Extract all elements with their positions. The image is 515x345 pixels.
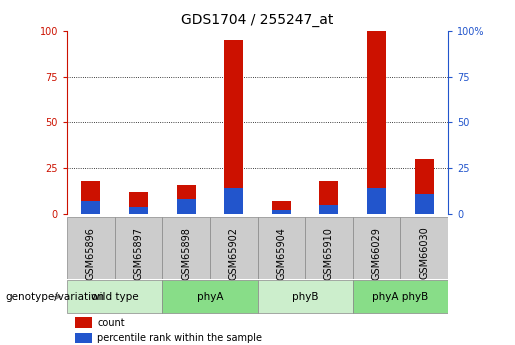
Bar: [67, 217, 115, 279]
Bar: [353, 217, 401, 279]
Bar: [177, 199, 196, 214]
Text: GSM66029: GSM66029: [372, 227, 382, 279]
Text: phyA: phyA: [197, 292, 223, 302]
Bar: [353, 280, 448, 313]
Bar: [114, 217, 162, 279]
Bar: [224, 188, 243, 214]
Bar: [129, 207, 148, 214]
Text: count: count: [97, 318, 125, 328]
Text: phyB: phyB: [292, 292, 318, 302]
Text: GSM65904: GSM65904: [277, 227, 286, 279]
Bar: [224, 40, 243, 214]
Bar: [415, 159, 434, 214]
Bar: [258, 217, 305, 279]
Title: GDS1704 / 255247_at: GDS1704 / 255247_at: [181, 13, 334, 27]
Bar: [367, 31, 386, 214]
Text: GSM65898: GSM65898: [181, 227, 191, 279]
Text: percentile rank within the sample: percentile rank within the sample: [97, 333, 263, 343]
Bar: [258, 280, 353, 313]
Bar: [67, 280, 162, 313]
Text: phyA phyB: phyA phyB: [372, 292, 428, 302]
Bar: [129, 192, 148, 214]
Bar: [162, 280, 258, 313]
Bar: [305, 217, 353, 279]
Bar: [272, 210, 291, 214]
Bar: [415, 194, 434, 214]
Bar: [319, 181, 338, 214]
Text: GSM66030: GSM66030: [419, 227, 429, 279]
Bar: [401, 217, 448, 279]
Bar: [81, 201, 100, 214]
Bar: [210, 217, 258, 279]
Bar: [367, 188, 386, 214]
Text: GSM65897: GSM65897: [133, 227, 143, 280]
Text: GSM65902: GSM65902: [229, 227, 238, 280]
Bar: [177, 185, 196, 214]
Bar: [75, 317, 92, 328]
Bar: [272, 201, 291, 214]
Text: genotype/variation: genotype/variation: [5, 292, 104, 302]
Bar: [319, 205, 338, 214]
Text: GSM65910: GSM65910: [324, 227, 334, 279]
Text: GSM65896: GSM65896: [86, 227, 96, 279]
Bar: [75, 333, 92, 344]
Bar: [162, 217, 210, 279]
Text: wild type: wild type: [91, 292, 139, 302]
Bar: [81, 181, 100, 214]
